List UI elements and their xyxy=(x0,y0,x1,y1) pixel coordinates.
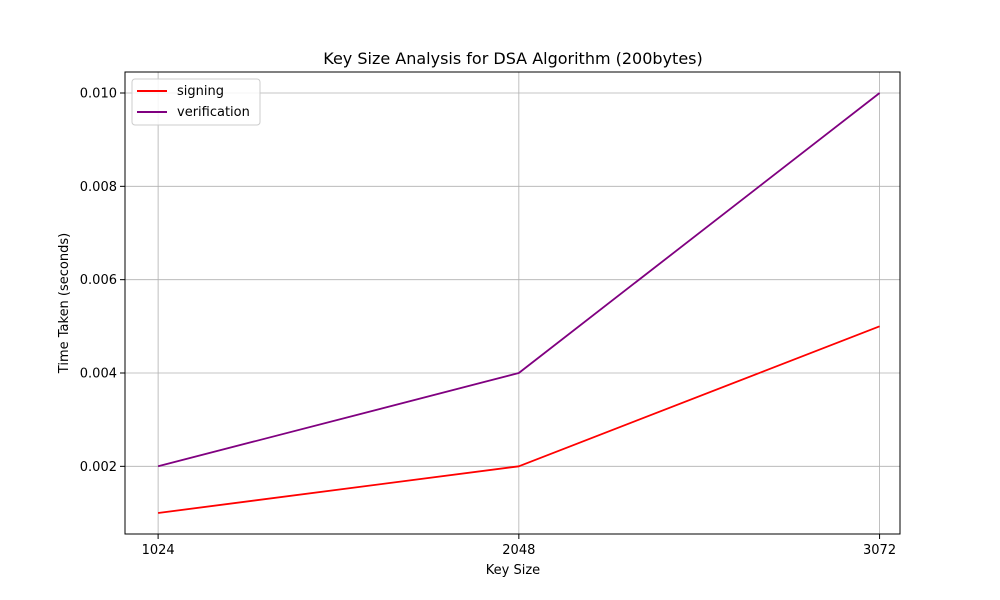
y-tick-label: 0.002 xyxy=(80,460,117,475)
series-line-signing xyxy=(157,325,880,514)
legend-label-verification: verification xyxy=(177,105,250,120)
y-axis: 0.002 0.004 0.006 0.008 0.010 xyxy=(80,87,125,475)
grid-lines xyxy=(125,72,900,534)
x-axis-label: Key Size xyxy=(486,563,540,578)
x-tick-label: 2048 xyxy=(502,543,535,558)
chart-title: Key Size Analysis for DSA Algorithm (200… xyxy=(323,49,702,68)
y-tick-label: 0.008 xyxy=(80,180,117,195)
y-tick-label: 0.006 xyxy=(80,273,117,288)
series-layer xyxy=(157,92,881,514)
x-tick-label: 3072 xyxy=(863,543,896,558)
legend-label-signing: signing xyxy=(177,84,224,99)
series-line-verification xyxy=(157,92,881,468)
y-axis-label: Time Taken (seconds) xyxy=(57,233,72,374)
plot-area-frame xyxy=(124,71,901,535)
x-tick-label: 1024 xyxy=(142,543,175,558)
y-tick-label: 0.004 xyxy=(80,367,117,382)
y-tick-label: 0.010 xyxy=(80,87,117,102)
legend: signing verification xyxy=(131,78,261,126)
x-axis: 1024 2048 3072 xyxy=(142,534,896,558)
